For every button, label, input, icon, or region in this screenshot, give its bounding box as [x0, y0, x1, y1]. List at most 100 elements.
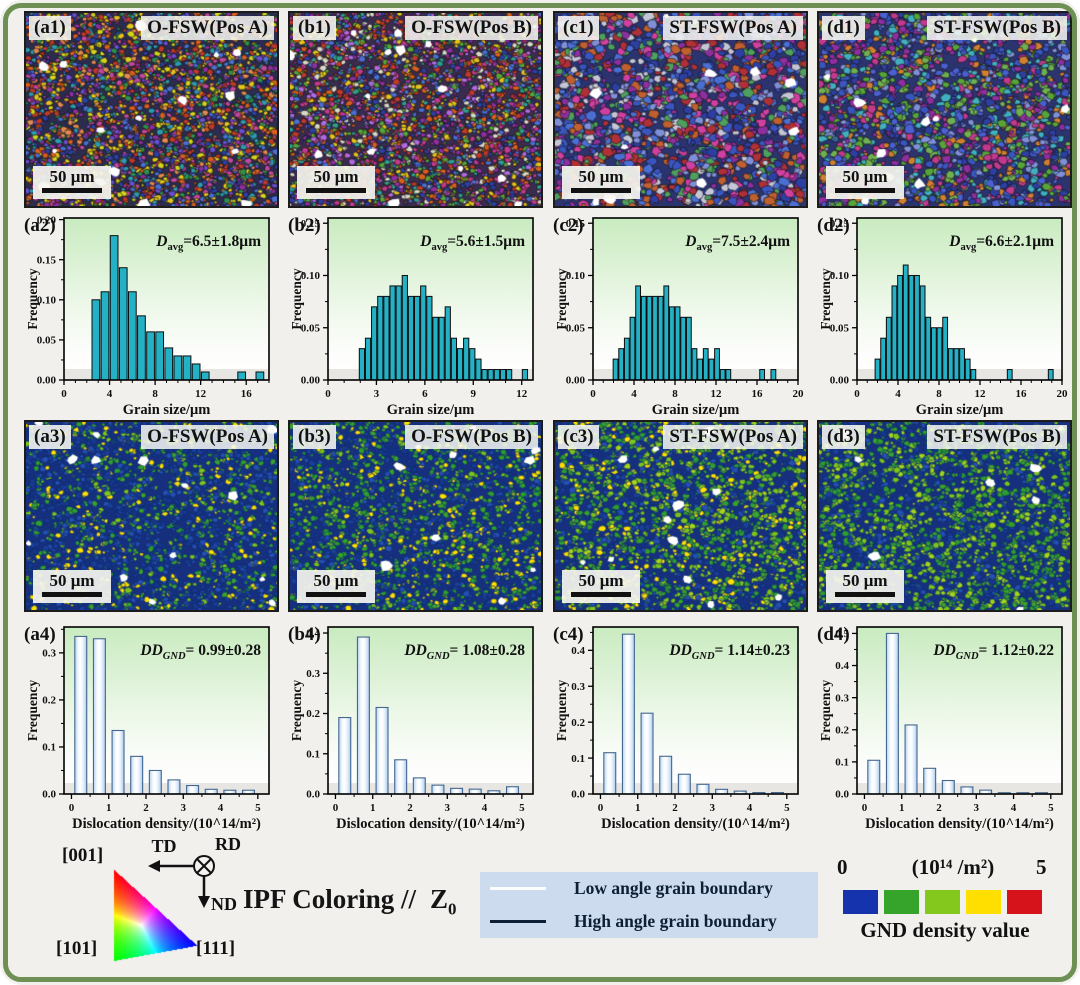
panel-id-label: (a2)	[24, 215, 56, 236]
panel-title: ST-FSW(Pos B)	[927, 16, 1067, 40]
svg-text:8: 8	[672, 388, 678, 400]
grain-boundary-legend: Low angle grain boundary High angle grai…	[480, 872, 818, 938]
svg-text:3: 3	[374, 388, 380, 400]
svg-text:0.20: 0.20	[37, 214, 57, 226]
histogram-(b4): 0 1 2 3 4 5 0.0 0.1 0.2 0.3 0.4 Frequency Dislocatio…	[288, 624, 534, 832]
histogram-(a4): 0 1 2 3 4 5 0.0 0.1 0.2 0.3 Frequency Dislocation d…	[24, 624, 270, 832]
mean-value-annotation: Davg=6.5±1.8μm	[155, 233, 261, 253]
svg-text:2: 2	[407, 802, 413, 814]
mean-value-annotation: DDGND= 1.08±0.28	[403, 642, 525, 662]
ipf-axis-symbol: Z	[430, 884, 449, 914]
scale-bar-line	[835, 592, 895, 597]
ipf-corner-label-101: [101]	[56, 938, 98, 959]
histogram-(b2): 0 3 6 9 12 0.00 0.05 0.10 0.15 Frequency Grain siz…	[288, 215, 534, 418]
ipf-axis-subscript: 0	[448, 899, 457, 919]
svg-text:0.5: 0.5	[835, 628, 849, 640]
svg-text:16: 16	[241, 388, 253, 400]
colorbar-swatch-yellow	[966, 890, 1001, 914]
panel-title: O-FSW(Pos A)	[141, 16, 274, 40]
svg-text:0: 0	[590, 388, 596, 400]
panel-id-label: (d4)	[817, 624, 850, 645]
colorbar-max-label: 5	[1036, 855, 1047, 879]
svg-text:16: 16	[1016, 388, 1028, 400]
svg-text:0: 0	[61, 388, 67, 400]
svg-text:6: 6	[422, 388, 428, 400]
svg-text:0.05: 0.05	[830, 322, 850, 334]
ipf-color-triangle-icon	[98, 866, 203, 964]
scale-bar-line	[42, 188, 102, 193]
y-axis-label: Frequency	[818, 268, 833, 329]
panel-title: ST-FSW(Pos A)	[663, 16, 803, 40]
svg-text:0.15: 0.15	[830, 218, 850, 230]
svg-text:2: 2	[143, 802, 149, 814]
svg-text:0: 0	[598, 802, 604, 814]
panel-id-label: (d1)	[822, 16, 865, 40]
svg-text:0.0: 0.0	[306, 789, 320, 801]
svg-text:0.00: 0.00	[566, 375, 586, 387]
histogram-(a2): 0 4 8 12 16 0.00 0.05 0.10 0.15 0.20 Frequency Grai…	[24, 214, 270, 418]
svg-text:0.10: 0.10	[301, 270, 321, 282]
svg-text:5: 5	[1048, 802, 1054, 814]
svg-text:0.1: 0.1	[835, 757, 849, 769]
svg-text:5: 5	[519, 802, 525, 814]
colorbar-swatch-red	[1007, 890, 1042, 914]
panel-id-label: (b2)	[288, 215, 321, 236]
td-axis-label: TD	[151, 836, 176, 856]
scale-bar-label: 50 μm	[578, 167, 624, 186]
ipf-caption-text: IPF Coloring //	[243, 884, 416, 914]
svg-text:4: 4	[895, 388, 901, 400]
td-arrowhead-icon	[148, 860, 160, 872]
colorbar-unit-label: (10¹⁴ /m²)	[911, 855, 995, 879]
panel-title: ST-FSW(Pos A)	[663, 425, 803, 449]
x-axis-label: Grain size/μm	[387, 402, 475, 418]
svg-text:0.10: 0.10	[37, 295, 57, 307]
svg-text:0.1: 0.1	[571, 753, 585, 765]
micrograph-(c1): (c1) ST-FSW(Pos A) 50 μm	[553, 11, 808, 208]
scale-bar-label: 50 μm	[313, 571, 359, 590]
scale-bar: 50 μm	[33, 166, 111, 199]
svg-text:12: 12	[516, 388, 528, 400]
panel-id-label: (b3)	[293, 425, 336, 449]
svg-text:4: 4	[218, 802, 224, 814]
svg-text:0.3: 0.3	[42, 648, 56, 660]
svg-text:0.10: 0.10	[566, 270, 586, 282]
scale-bar-label: 50 μm	[313, 167, 359, 186]
svg-text:0.10: 0.10	[830, 270, 850, 282]
panel-id-label: (a4)	[24, 624, 56, 645]
colorbar-title: GND density value	[860, 918, 1030, 942]
y-axis-label: Frequency	[554, 680, 569, 741]
x-axis-label: Dislocation density/(10^14/m²)	[336, 816, 525, 832]
x-axis-label: Grain size/μm	[916, 402, 1004, 418]
nd-arrowhead-icon	[198, 896, 210, 908]
panel-title: O-FSW(Pos A)	[141, 425, 274, 449]
y-axis-label: Frequency	[554, 268, 569, 329]
scale-bar: 50 μm	[562, 570, 640, 603]
x-axis-label: Dislocation density/(10^14/m²)	[72, 816, 261, 832]
svg-text:0: 0	[325, 388, 331, 400]
rd-axis-label: RD	[215, 836, 241, 854]
svg-text:9: 9	[471, 388, 477, 400]
svg-text:0: 0	[862, 802, 868, 814]
svg-text:8: 8	[936, 388, 942, 400]
svg-text:0.0: 0.0	[835, 789, 849, 801]
svg-text:4: 4	[631, 388, 637, 400]
mean-value-annotation: Davg=6.6±2.1μm	[948, 233, 1054, 253]
svg-text:0.3: 0.3	[571, 681, 585, 693]
panel-id-label: (d3)	[822, 425, 865, 449]
svg-text:4: 4	[482, 802, 488, 814]
x-axis-label: Grain size/μm	[123, 402, 211, 418]
svg-text:0.05: 0.05	[301, 322, 321, 334]
panel-id-label: (a3)	[29, 425, 71, 449]
svg-text:5: 5	[255, 802, 261, 814]
hagb-legend-row: High angle grain boundary	[480, 905, 818, 938]
svg-text:0.05: 0.05	[566, 322, 586, 334]
scale-bar-line	[571, 592, 631, 597]
scale-bar-label: 50 μm	[49, 167, 95, 186]
svg-text:0.4: 0.4	[571, 645, 585, 657]
histogram-(c2): 0 4 8 12 16 20 0.00 0.05 0.10 0.15 Frequency Grain …	[553, 215, 804, 418]
svg-text:12: 12	[711, 388, 723, 400]
panel-id-label: (d2)	[817, 215, 850, 236]
svg-text:1: 1	[635, 802, 641, 814]
svg-text:0.2: 0.2	[571, 717, 585, 729]
